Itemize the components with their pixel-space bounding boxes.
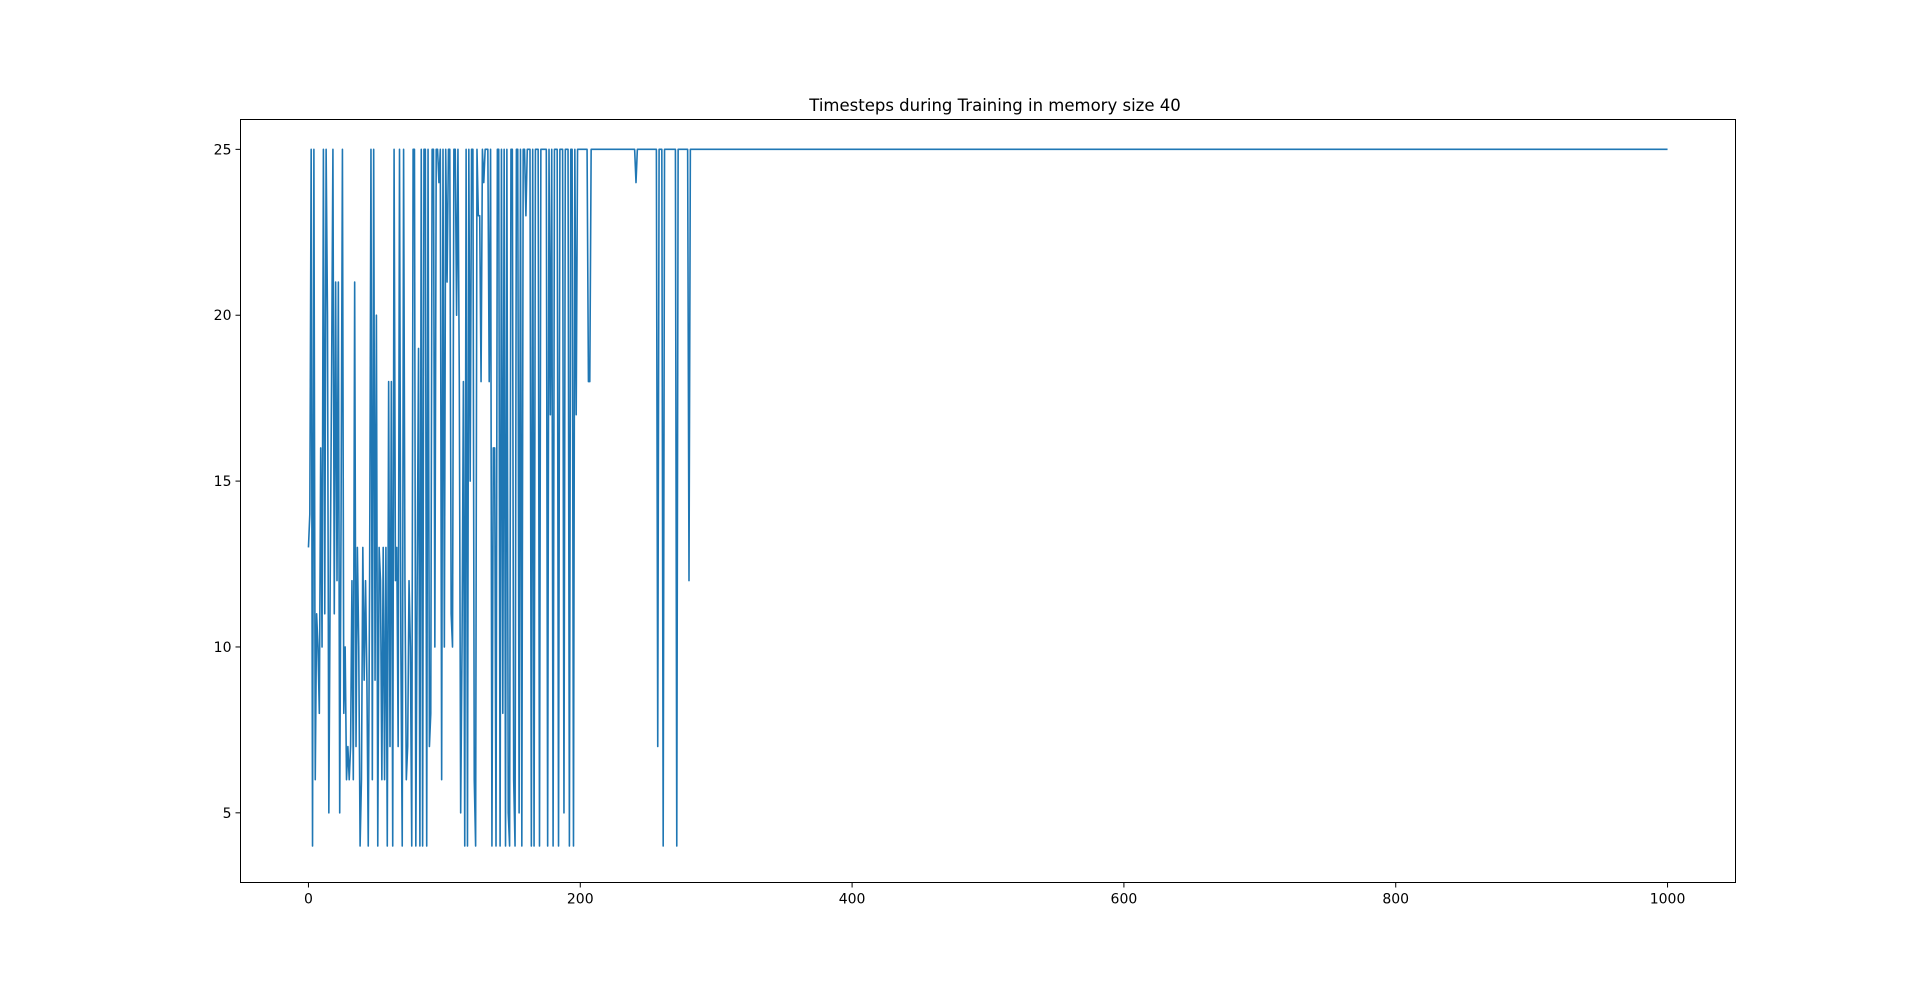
y-tick-label: 20: [214, 308, 232, 324]
x-tick-label: 400: [839, 892, 866, 908]
axes-frame: [240, 119, 1736, 883]
y-tick-label: 25: [214, 142, 232, 158]
x-tick-label: 800: [1382, 892, 1409, 908]
x-tick-label: 1000: [1650, 892, 1686, 908]
chart-title: Timesteps during Training in memory size…: [808, 96, 1180, 115]
x-tick-label: 200: [567, 892, 594, 908]
x-axis: 0 200 400 600 800 1000: [304, 882, 1686, 908]
y-tick-label: 10: [214, 640, 232, 656]
plot-area: [307, 148, 1668, 847]
x-tick-label: 600: [1111, 892, 1138, 908]
y-tick-label: 15: [214, 474, 232, 490]
x-tick-label: 0: [304, 892, 313, 908]
y-axis: 5 10 15 20 25: [214, 142, 241, 822]
y-tick-label: 5: [223, 806, 232, 822]
series-line-0: [307, 148, 1668, 847]
